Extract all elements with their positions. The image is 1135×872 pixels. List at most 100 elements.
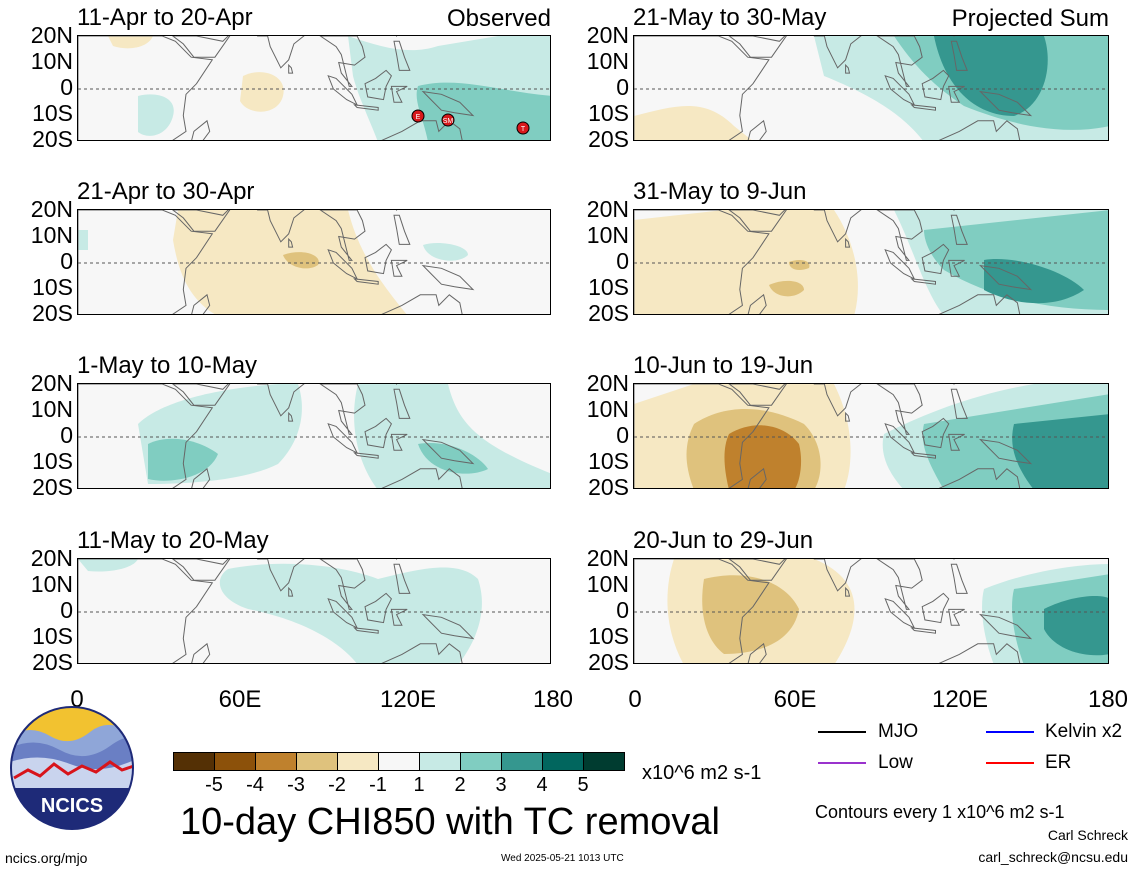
ncics-logo[interactable]: NCICS [10, 706, 134, 830]
colorbar-swatch [460, 752, 502, 771]
y-tick-label: 20S [32, 300, 73, 326]
coastline [921, 417, 950, 449]
coastline [910, 104, 936, 111]
anomaly-shading [78, 559, 138, 572]
x-tick-label: 120E [379, 686, 437, 713]
coastline [634, 210, 770, 314]
coastline [288, 586, 294, 597]
coastline [78, 210, 214, 314]
coastline [948, 259, 965, 277]
anomaly-shading [148, 438, 218, 481]
coastline [728, 36, 787, 58]
legend-line-low [818, 762, 866, 764]
anomaly-shading [354, 384, 550, 488]
colorbar-swatch [337, 752, 379, 771]
coastline [747, 119, 767, 140]
author-name: Carl Schreck [1047, 827, 1128, 843]
panel-tag: Observed [446, 5, 551, 32]
colorbar-swatch [296, 752, 338, 771]
y-tick-label: 10S [32, 448, 73, 474]
colorbar-label: -5 [205, 774, 223, 796]
y-tick-label: 20N [586, 22, 629, 48]
y-tick-label: 0 [616, 597, 629, 623]
coastline [747, 642, 767, 663]
y-tick-label: 20S [588, 474, 629, 500]
coastline [288, 411, 294, 422]
x-tick-label: 120E [931, 686, 989, 713]
colorbar-label: -1 [369, 774, 387, 796]
panel-title: 21-May to 30-May [633, 4, 827, 31]
x-tick-label: 180 [532, 686, 574, 713]
coastline [884, 597, 916, 630]
colorbar-swatch [542, 752, 584, 771]
map-area: E SM T [77, 35, 551, 141]
coastline [921, 243, 950, 275]
anomaly-shading [702, 575, 799, 654]
coastline [948, 85, 965, 103]
coastline [353, 104, 379, 111]
coastline [950, 563, 968, 594]
y-tick-label: 20S [588, 300, 629, 326]
y-tick-label: 20S [588, 126, 629, 152]
y-tick-label: 10N [586, 571, 629, 597]
map-area [77, 383, 551, 489]
coastline [950, 214, 968, 245]
coastline [327, 422, 359, 455]
coastline [381, 294, 463, 314]
coastline [381, 120, 463, 140]
legend-label-kelvin: Kelvin x2 [1045, 721, 1123, 742]
coastline [421, 613, 475, 640]
colorbar-label: 5 [577, 774, 589, 796]
coastline [319, 384, 366, 435]
y-tick-label: 10S [32, 100, 73, 126]
coastline [257, 36, 305, 69]
author-email[interactable]: carl_schreck@ncsu.edu [978, 849, 1128, 865]
colorbar-swatch [583, 752, 625, 771]
colorbar-units: x10^6 m2 s-1 [642, 762, 762, 784]
coastline [78, 559, 214, 663]
colorbar-swatch [255, 752, 297, 771]
coastline [978, 438, 1033, 465]
coastline [845, 586, 851, 597]
map-area [633, 35, 1109, 141]
coastline [938, 294, 1021, 314]
coastline [319, 210, 366, 261]
coastline [747, 293, 767, 314]
coastline [257, 384, 305, 417]
colorbar-label: 2 [454, 774, 466, 796]
coastline [381, 643, 463, 663]
coastline [171, 36, 231, 58]
coastline [910, 452, 936, 459]
coastline [978, 264, 1033, 291]
coastline [921, 69, 950, 101]
tc-marker-label: E [416, 114, 421, 121]
y-tick-label: 10N [586, 222, 629, 248]
coastline [353, 278, 379, 285]
colorbar-label: -3 [287, 774, 305, 796]
coastline [364, 417, 393, 449]
coastline [813, 559, 862, 592]
panel-title: 20-Jun to 29-Jun [633, 527, 814, 554]
coastline [845, 411, 851, 422]
coastline [257, 210, 305, 243]
coastline [319, 559, 366, 610]
anomaly-shading [240, 72, 284, 112]
legend-line-kelvin [986, 731, 1034, 733]
coastline [634, 559, 770, 663]
map-area [633, 209, 1109, 315]
panel-tag: Projected Sum [951, 5, 1109, 32]
source-url[interactable]: ncics.org/mjo [5, 850, 88, 866]
y-tick-label: 10S [588, 274, 629, 300]
colorbar-swatch [419, 752, 461, 771]
y-tick-label: 0 [60, 74, 73, 100]
coastline [288, 63, 294, 74]
map-area [633, 558, 1109, 664]
anomaly-shading [1044, 596, 1108, 656]
coastline [728, 559, 787, 581]
coastline [747, 467, 767, 488]
coastline [421, 264, 475, 291]
map-area [77, 209, 551, 315]
coastline [390, 259, 408, 277]
anomaly-shading [283, 252, 319, 269]
coastline [171, 210, 231, 232]
